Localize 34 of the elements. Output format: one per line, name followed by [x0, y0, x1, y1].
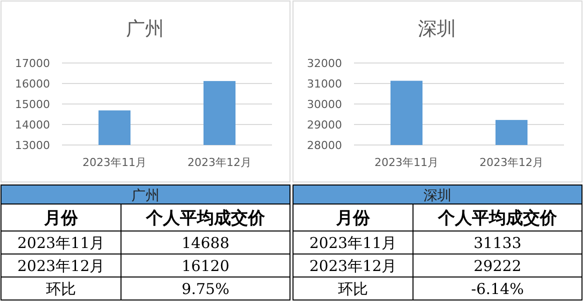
chart-title: 广州	[126, 18, 164, 40]
y-tick-label: 31000	[307, 78, 342, 90]
x-tick-label: 2023年12月	[480, 156, 544, 169]
text: 月份	[335, 208, 371, 229]
text: 环比	[46, 280, 76, 298]
text: 29222	[474, 256, 522, 275]
x-tick-label: 2023年12月	[188, 156, 252, 169]
category-label: 2023年12月	[17, 256, 105, 275]
category-label: 2023年11月	[309, 234, 397, 252]
text: 14688	[182, 234, 230, 252]
y-tick-label: 16000	[15, 78, 50, 90]
y-tick-label: 28000	[307, 139, 342, 152]
y-tick-label: 32000	[307, 57, 342, 70]
text: -6.14%	[471, 280, 524, 298]
chart-title: 广州	[132, 188, 160, 204]
y-tick-label: 13000	[15, 139, 50, 152]
category-label: 2023年12月	[309, 256, 397, 275]
text: 9.75%	[182, 280, 230, 298]
chart-title: 深圳	[418, 18, 456, 40]
y-tick-label: 14000	[15, 118, 50, 132]
text: 个人平均成交价	[437, 208, 558, 229]
y-tick-label: 15000	[15, 98, 50, 111]
text: 16120	[182, 256, 230, 275]
y-tick-label: 29000	[307, 118, 342, 132]
text: 31133	[474, 234, 522, 252]
x-tick-label: 2023年11月	[82, 156, 146, 169]
y-tick-label: 17000	[15, 57, 50, 70]
text: 环比	[338, 280, 368, 298]
text: 月份	[43, 208, 79, 229]
x-tick-label: 2023年11月	[374, 156, 438, 169]
text: 个人平均成交价	[145, 208, 266, 229]
y-tick-label: 30000	[307, 98, 342, 111]
chart-title: 深圳	[424, 188, 452, 204]
category-label: 2023年11月	[17, 234, 105, 252]
